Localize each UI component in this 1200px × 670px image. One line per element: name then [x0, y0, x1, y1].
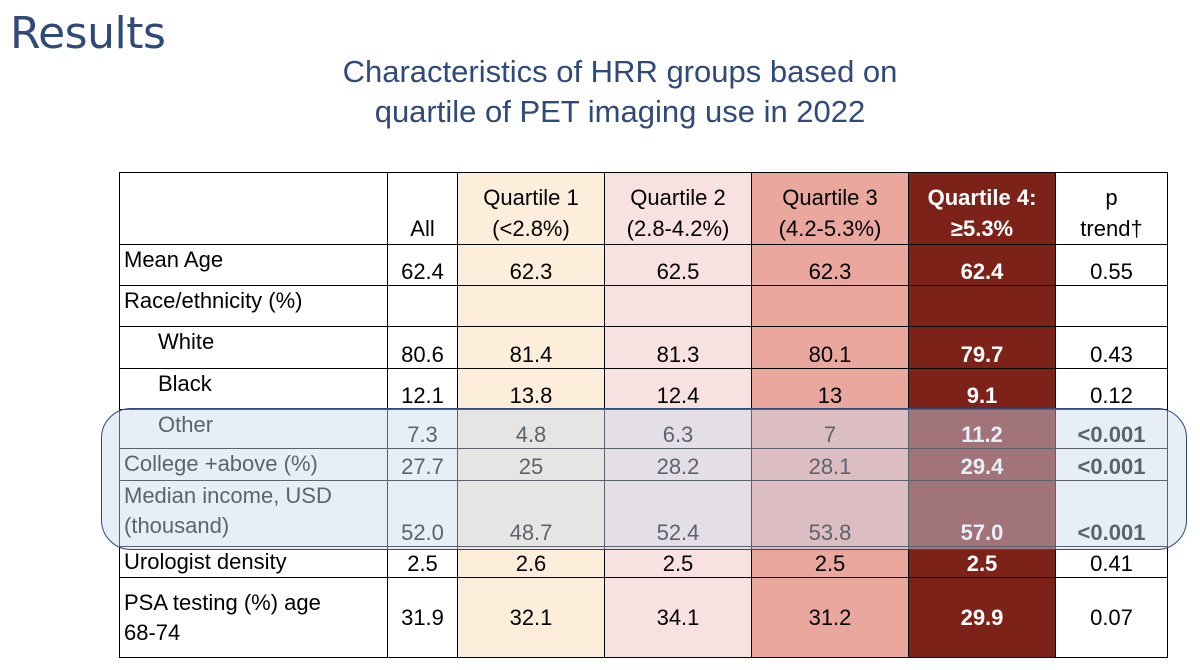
table-row: Other 7.3 4.8 6.3 7 11.2 <0.001 — [119, 409, 1168, 449]
header-quartile-4: Quartile 4: ≥5.3% — [908, 172, 1056, 245]
cell-q2: 6.3 — [604, 409, 752, 449]
table-row: White 80.6 81.4 81.3 80.1 79.7 0.43 — [119, 326, 1168, 369]
cell-q3: 2.5 — [751, 546, 909, 578]
row-label: Black — [119, 368, 388, 410]
cell-q1: 48.7 — [457, 480, 605, 547]
cell-p: 0.43 — [1055, 326, 1168, 369]
cell-q3: 31.2 — [751, 577, 909, 658]
cell-q1: 81.4 — [457, 326, 605, 369]
cell-all: 52.0 — [387, 480, 458, 547]
cell-p: <0.001 — [1055, 409, 1168, 449]
cell-p: 0.55 — [1055, 244, 1168, 286]
cell-q2 — [604, 285, 752, 327]
table-row: Urologist density 2.5 2.6 2.5 2.5 2.5 0.… — [119, 546, 1168, 578]
subtitle-line-2: quartile of PET imaging use in 2022 — [374, 94, 866, 129]
cell-p: 0.41 — [1055, 546, 1168, 578]
cell-q4: 62.4 — [908, 244, 1056, 286]
header-row: All Quartile 1 (<2.8%) Quartile 2 (2.8-4.2… — [119, 172, 1168, 245]
cell-all: 62.4 — [387, 244, 458, 286]
row-label: White — [119, 326, 388, 369]
table-row: Race/ethnicity (%) — [119, 285, 1168, 327]
cell-q3: 62.3 — [751, 244, 909, 286]
cell-q1: 25 — [457, 448, 605, 481]
cell-all: 12.1 — [387, 368, 458, 410]
header-quartile-2: Quartile 2 (2.8-4.2%) — [604, 172, 752, 245]
cell-q4: 57.0 — [908, 480, 1056, 547]
cell-all: 27.7 — [387, 448, 458, 481]
header-label-cell — [119, 172, 388, 245]
cell-q4: 29.9 — [908, 577, 1056, 658]
cell-p — [1055, 285, 1168, 327]
cell-q4: 29.4 — [908, 448, 1056, 481]
cell-p: 0.12 — [1055, 368, 1168, 410]
row-label: PSA testing (%) age 68-74 — [119, 577, 388, 658]
subtitle-line-1: Characteristics of HRR groups based on — [342, 54, 898, 89]
cell-q1: 4.8 — [457, 409, 605, 449]
row-label: Urologist density — [119, 546, 388, 578]
header-all: All — [387, 172, 458, 245]
cell-q4: 9.1 — [908, 368, 1056, 410]
table-row: College +above (%) 27.7 25 28.2 28.1 29.… — [119, 448, 1168, 481]
cell-q4: 11.2 — [908, 409, 1056, 449]
cell-q3: 13 — [751, 368, 909, 410]
cell-p: <0.001 — [1055, 480, 1168, 547]
cell-p: <0.001 — [1055, 448, 1168, 481]
table-row: Mean Age 62.4 62.3 62.5 62.3 62.4 0.55 — [119, 244, 1168, 286]
cell-q1: 62.3 — [457, 244, 605, 286]
cell-q3 — [751, 285, 909, 327]
table-row: Black 12.1 13.8 12.4 13 9.1 0.12 — [119, 368, 1168, 410]
cell-q3: 53.8 — [751, 480, 909, 547]
cell-q4: 79.7 — [908, 326, 1056, 369]
slide-title: Results — [10, 8, 166, 59]
row-label: Mean Age — [119, 244, 388, 286]
row-label: Median income, USD (thousand) — [119, 480, 388, 547]
cell-q2: 2.5 — [604, 546, 752, 578]
cell-q2: 34.1 — [604, 577, 752, 658]
row-label: Other — [119, 409, 388, 449]
header-quartile-3: Quartile 3 (4.2-5.3%) — [751, 172, 909, 245]
results-table: All Quartile 1 (<2.8%) Quartile 2 (2.8-4.2… — [119, 172, 1168, 658]
cell-q3: 7 — [751, 409, 909, 449]
cell-q2: 28.2 — [604, 448, 752, 481]
cell-all: 31.9 — [387, 577, 458, 658]
slide-subtitle: Characteristics of HRR groups based on q… — [300, 52, 940, 132]
header-p-trend: p trend† — [1055, 172, 1168, 245]
table-row: PSA testing (%) age 68-74 31.9 32.1 34.1 … — [119, 577, 1168, 658]
cell-q1: 13.8 — [457, 368, 605, 410]
cell-p: 0.07 — [1055, 577, 1168, 658]
cell-q2: 81.3 — [604, 326, 752, 369]
cell-q1: 32.1 — [457, 577, 605, 658]
cell-q4 — [908, 285, 1056, 327]
row-label: Race/ethnicity (%) — [119, 285, 388, 327]
cell-all: 2.5 — [387, 546, 458, 578]
table-row: Median income, USD (thousand) 52.0 48.7 5… — [119, 480, 1168, 547]
cell-all: 7.3 — [387, 409, 458, 449]
cell-q2: 52.4 — [604, 480, 752, 547]
cell-all — [387, 285, 458, 327]
row-label: College +above (%) — [119, 448, 388, 481]
cell-q1 — [457, 285, 605, 327]
header-quartile-1: Quartile 1 (<2.8%) — [457, 172, 605, 245]
cell-all: 80.6 — [387, 326, 458, 369]
cell-q2: 12.4 — [604, 368, 752, 410]
cell-q3: 28.1 — [751, 448, 909, 481]
cell-q4: 2.5 — [908, 546, 1056, 578]
cell-q1: 2.6 — [457, 546, 605, 578]
cell-q3: 80.1 — [751, 326, 909, 369]
cell-q2: 62.5 — [604, 244, 752, 286]
